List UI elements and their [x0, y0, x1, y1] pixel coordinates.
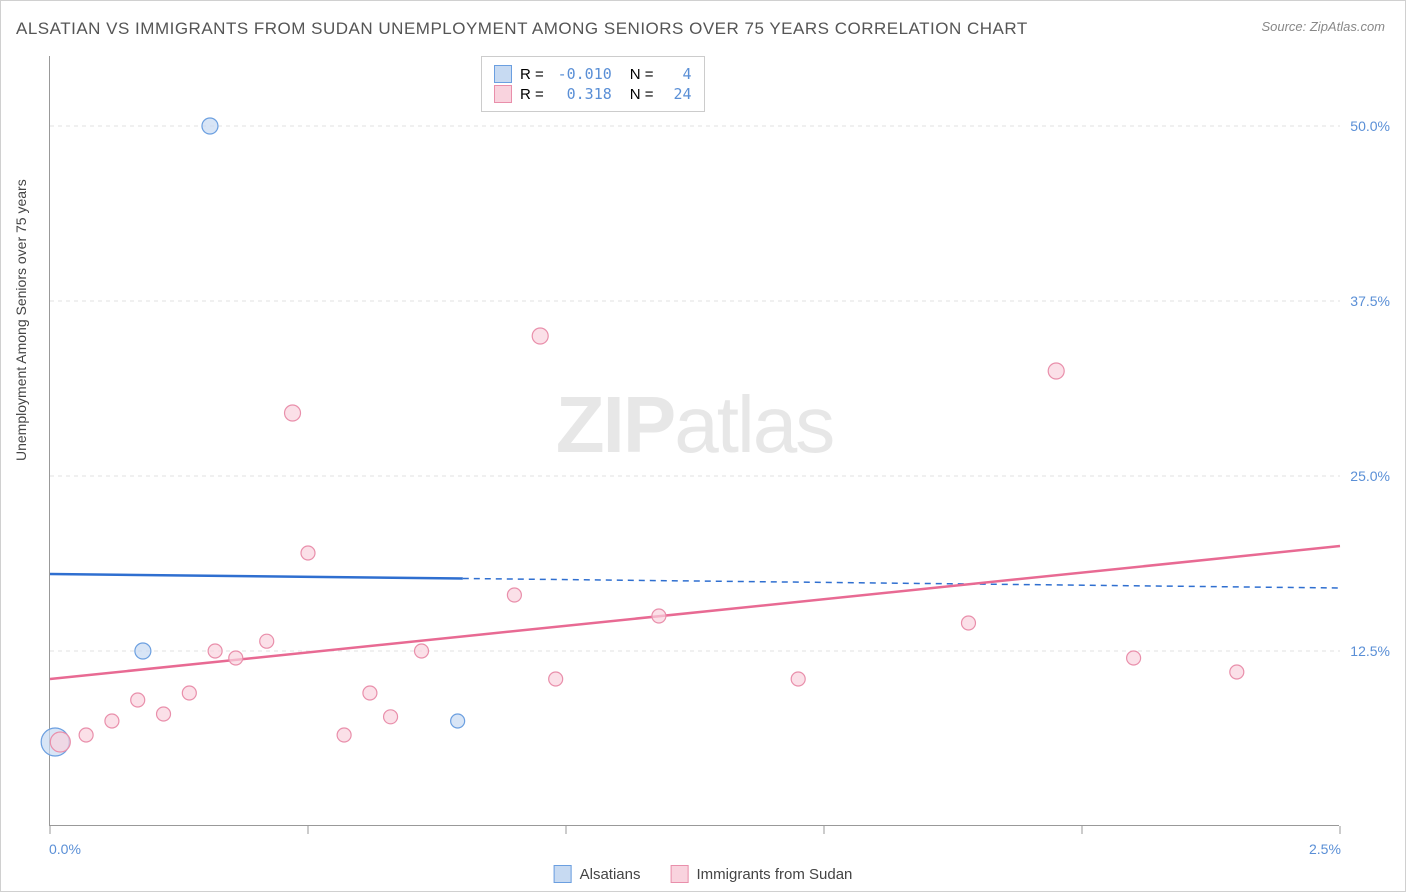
legend-r-label: R =	[520, 66, 544, 83]
source-label: Source: ZipAtlas.com	[1261, 19, 1385, 34]
legend-series-label: Alsatians	[580, 866, 641, 883]
legend-n-label: N =	[630, 86, 654, 103]
legend-series-item: Immigrants from Sudan	[670, 865, 852, 883]
chart-container: ALSATIAN VS IMMIGRANTS FROM SUDAN UNEMPL…	[0, 0, 1406, 892]
legend-n-value: 4	[662, 65, 692, 83]
legend-r-value: -0.010	[552, 65, 612, 83]
y-axis-label: Unemployment Among Seniors over 75 years	[13, 179, 29, 461]
legend-stat-row: R = -0.010 N = 4	[494, 65, 692, 83]
y-tick-label: 12.5%	[1350, 643, 1390, 659]
legend-swatch	[494, 65, 512, 83]
y-tick-label: 37.5%	[1350, 293, 1390, 309]
legend-r-label: R =	[520, 86, 544, 103]
legend-swatch	[670, 865, 688, 883]
plot-svg	[50, 56, 1339, 825]
legend-n-label: N =	[630, 66, 654, 83]
y-tick-label: 50.0%	[1350, 118, 1390, 134]
legend-swatch	[494, 85, 512, 103]
x-tick-label: 2.5%	[1309, 841, 1341, 857]
legend-series-item: Alsatians	[554, 865, 641, 883]
legend-r-value: 0.318	[552, 85, 612, 103]
x-tick-label: 0.0%	[49, 841, 81, 857]
y-tick-label: 25.0%	[1350, 468, 1390, 484]
legend-correlation: R = -0.010 N = 4 R = 0.318 N = 24	[481, 56, 705, 112]
legend-swatch	[554, 865, 572, 883]
plot-area: ZIPatlas	[49, 56, 1339, 826]
legend-series: Alsatians Immigrants from Sudan	[554, 865, 853, 883]
legend-n-value: 24	[662, 85, 692, 103]
legend-stat-row: R = 0.318 N = 24	[494, 85, 692, 103]
legend-series-label: Immigrants from Sudan	[696, 866, 852, 883]
chart-title: ALSATIAN VS IMMIGRANTS FROM SUDAN UNEMPL…	[16, 19, 1028, 39]
